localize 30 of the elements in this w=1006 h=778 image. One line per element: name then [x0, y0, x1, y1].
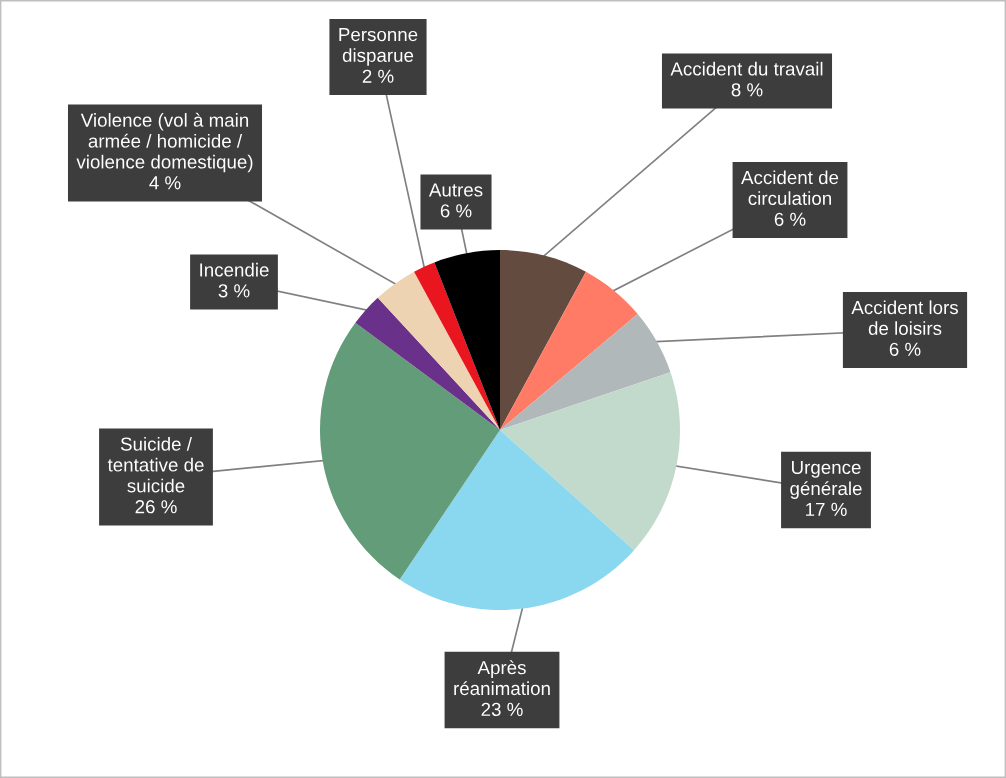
slice-label: Incendie	[200, 262, 269, 277]
data-label: 6 %	[889, 342, 921, 356]
data-label: 4 %	[149, 176, 181, 190]
slice-label: Personne disparue	[339, 28, 418, 66]
pie-slice	[414, 262, 500, 430]
pie-slice	[399, 430, 635, 610]
data-label: 26 %	[135, 500, 177, 514]
slice-label: Accident du travail	[670, 61, 823, 76]
slice-label: Accident de circulation	[741, 170, 839, 206]
slice-label: Violence (vol à main armée / homicide / violence domestique)	[76, 112, 253, 173]
pie-slice	[434, 250, 500, 430]
slice-label: Suicide / tentative de suicide	[107, 436, 204, 493]
pie-slice	[500, 372, 680, 551]
data-label: 6 %	[774, 212, 806, 226]
data-label: 17 %	[806, 502, 847, 516]
slice-label: Après réanimation	[454, 660, 550, 696]
pie-slice	[500, 250, 586, 430]
data-label: 6 %	[440, 204, 472, 218]
data-label: 8 %	[731, 83, 763, 97]
pie-slice	[500, 314, 671, 430]
pie-slice	[500, 271, 638, 430]
slice-label: Accident lors de loisirs	[851, 300, 958, 336]
slice-label: Urgence générale	[790, 460, 862, 499]
data-label: 3 %	[218, 284, 250, 298]
data-label: 2 %	[362, 69, 394, 83]
pie-slice	[320, 322, 500, 580]
data-label: 23 %	[481, 702, 523, 717]
slice-label: Autres	[428, 183, 483, 197]
pie-slice	[355, 297, 500, 430]
pie-slice	[377, 271, 500, 430]
